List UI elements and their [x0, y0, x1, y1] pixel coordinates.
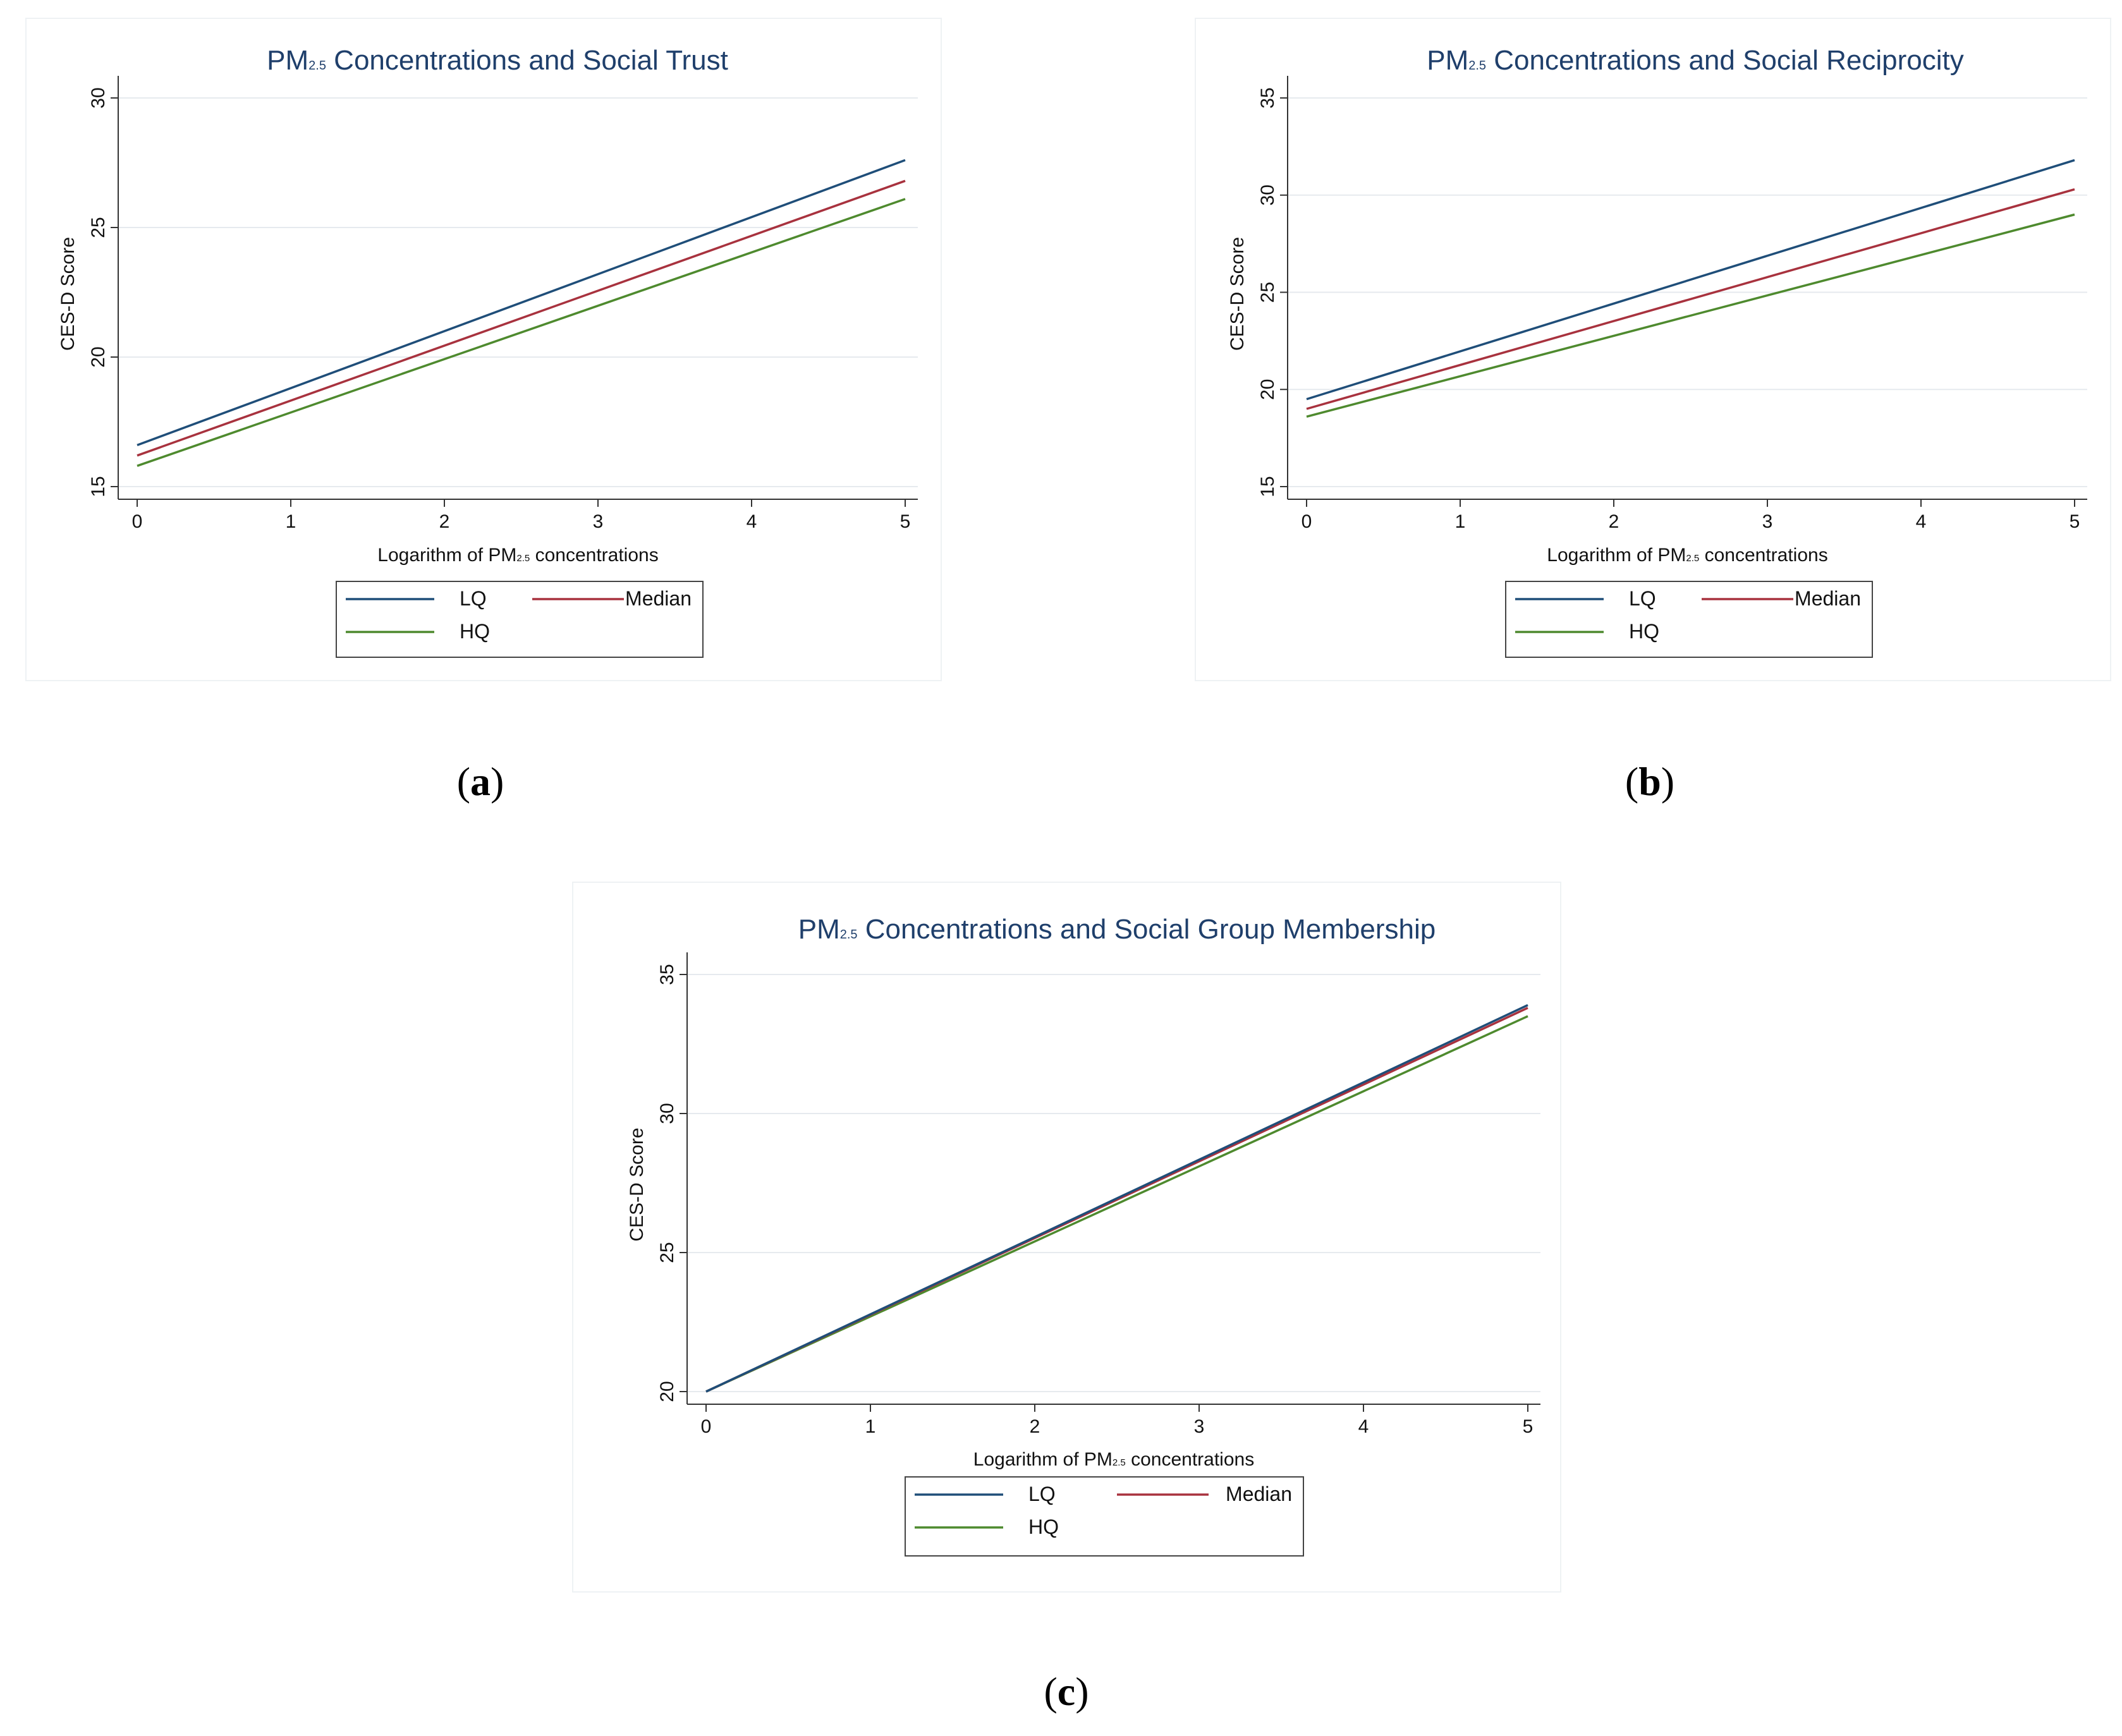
x-tick-label: 2: [1609, 511, 1619, 532]
series-line-median: [1306, 188, 2075, 410]
x-axis-label: Logarithm of PM2.5 concentrations: [973, 1449, 1254, 1470]
legend-label-hq: HQ: [1629, 620, 1659, 643]
chart-panel-b: PM2.5 Concentrations and Social Reciproc…: [1195, 18, 2111, 681]
legend-box: [1505, 581, 1873, 658]
x-tick-label: 1: [1455, 511, 1466, 532]
x-tick-label: 1: [286, 511, 296, 532]
x-axis-label: Logarithm of PM2.5 concentrations: [1547, 545, 1827, 566]
y-tick-label: 20: [1257, 379, 1278, 400]
series-line-lq: [705, 1004, 1528, 1393]
chart-c: PM2.5 Concentrations and Social Group Me…: [626, 914, 1540, 1557]
legend-label-median: Median: [1795, 587, 1861, 610]
x-tick-label: 0: [1302, 511, 1312, 532]
y-tick-label: 25: [88, 217, 109, 238]
chart-title: PM2.5 Concentrations and Social Trust: [267, 45, 728, 76]
y-axis-label: CES-D Score: [1227, 237, 1248, 351]
y-tick-label: 30: [657, 1103, 678, 1124]
legend-label-hq: HQ: [460, 620, 490, 643]
x-tick-label: 2: [1030, 1416, 1040, 1437]
legend: LQ Median HQ: [1505, 581, 1873, 658]
x-tick-label: 1: [865, 1416, 876, 1437]
legend-label-lq: LQ: [1028, 1483, 1056, 1505]
legend-label-median: Median: [625, 587, 692, 610]
y-axis-label: CES-D Score: [626, 1127, 647, 1241]
y-tick-label: 20: [657, 1381, 678, 1402]
legend-label-hq: HQ: [1028, 1515, 1059, 1538]
series-line-lq: [1306, 159, 2075, 401]
y-tick-label: 20: [88, 346, 109, 367]
legend-box: [336, 581, 704, 658]
x-tick-label: 2: [439, 511, 450, 532]
legend-label-lq: LQ: [460, 587, 487, 610]
y-tick-label: 15: [1257, 476, 1278, 497]
chart-b: PM2.5 Concentrations and Social Reciproc…: [1227, 45, 2087, 658]
legend-label-median: Median: [1226, 1483, 1292, 1505]
x-tick-label: 3: [1762, 511, 1773, 532]
y-tick-label: 30: [1257, 185, 1278, 205]
y-tick-label: 25: [1257, 282, 1278, 303]
y-tick-label: 30: [88, 87, 109, 108]
legend-label-lq: LQ: [1629, 587, 1656, 610]
series-line-median: [137, 179, 906, 457]
series-line-hq: [705, 1015, 1528, 1393]
x-axis-label: Logarithm of PM2.5 concentrations: [377, 545, 658, 566]
chart-a: PM2.5 Concentrations and Social Trust152…: [58, 45, 918, 658]
legend: LQ Median HQ: [905, 1476, 1304, 1557]
y-tick-label: 35: [1257, 87, 1278, 108]
x-tick-label: 4: [747, 511, 757, 532]
y-axis-label: CES-D Score: [58, 237, 78, 351]
caption-c: (c): [1044, 1669, 1089, 1714]
x-tick-label: 5: [900, 511, 911, 532]
y-tick-label: 15: [88, 476, 109, 497]
chart-panel-c: PM2.5 Concentrations and Social Group Me…: [572, 882, 1561, 1593]
chart-panel-a: PM2.5 Concentrations and Social Trust 15 2…: [25, 18, 942, 681]
x-tick-label: 0: [132, 511, 143, 532]
y-tick-label: 35: [657, 964, 678, 985]
series-line-hq: [1306, 213, 2075, 418]
series-line-hq: [137, 198, 906, 467]
legend: LQ Median HQ: [336, 581, 704, 658]
caption-a: (a): [456, 759, 504, 804]
legend-box: [905, 1476, 1304, 1557]
caption-b: (b): [1625, 759, 1675, 804]
series-line-lq: [137, 159, 906, 447]
x-tick-label: 3: [593, 511, 604, 532]
x-tick-label: 5: [1523, 1416, 1534, 1437]
x-tick-label: 3: [1194, 1416, 1205, 1437]
y-tick-label: 25: [657, 1242, 678, 1263]
chart-title: PM2.5 Concentrations and Social Reciproc…: [1427, 45, 1964, 76]
x-tick-label: 0: [701, 1416, 712, 1437]
chart-title: PM2.5 Concentrations and Social Group Me…: [798, 914, 1436, 945]
x-tick-label: 4: [1916, 511, 1927, 532]
x-tick-label: 5: [2070, 511, 2080, 532]
x-tick-label: 4: [1358, 1416, 1369, 1437]
